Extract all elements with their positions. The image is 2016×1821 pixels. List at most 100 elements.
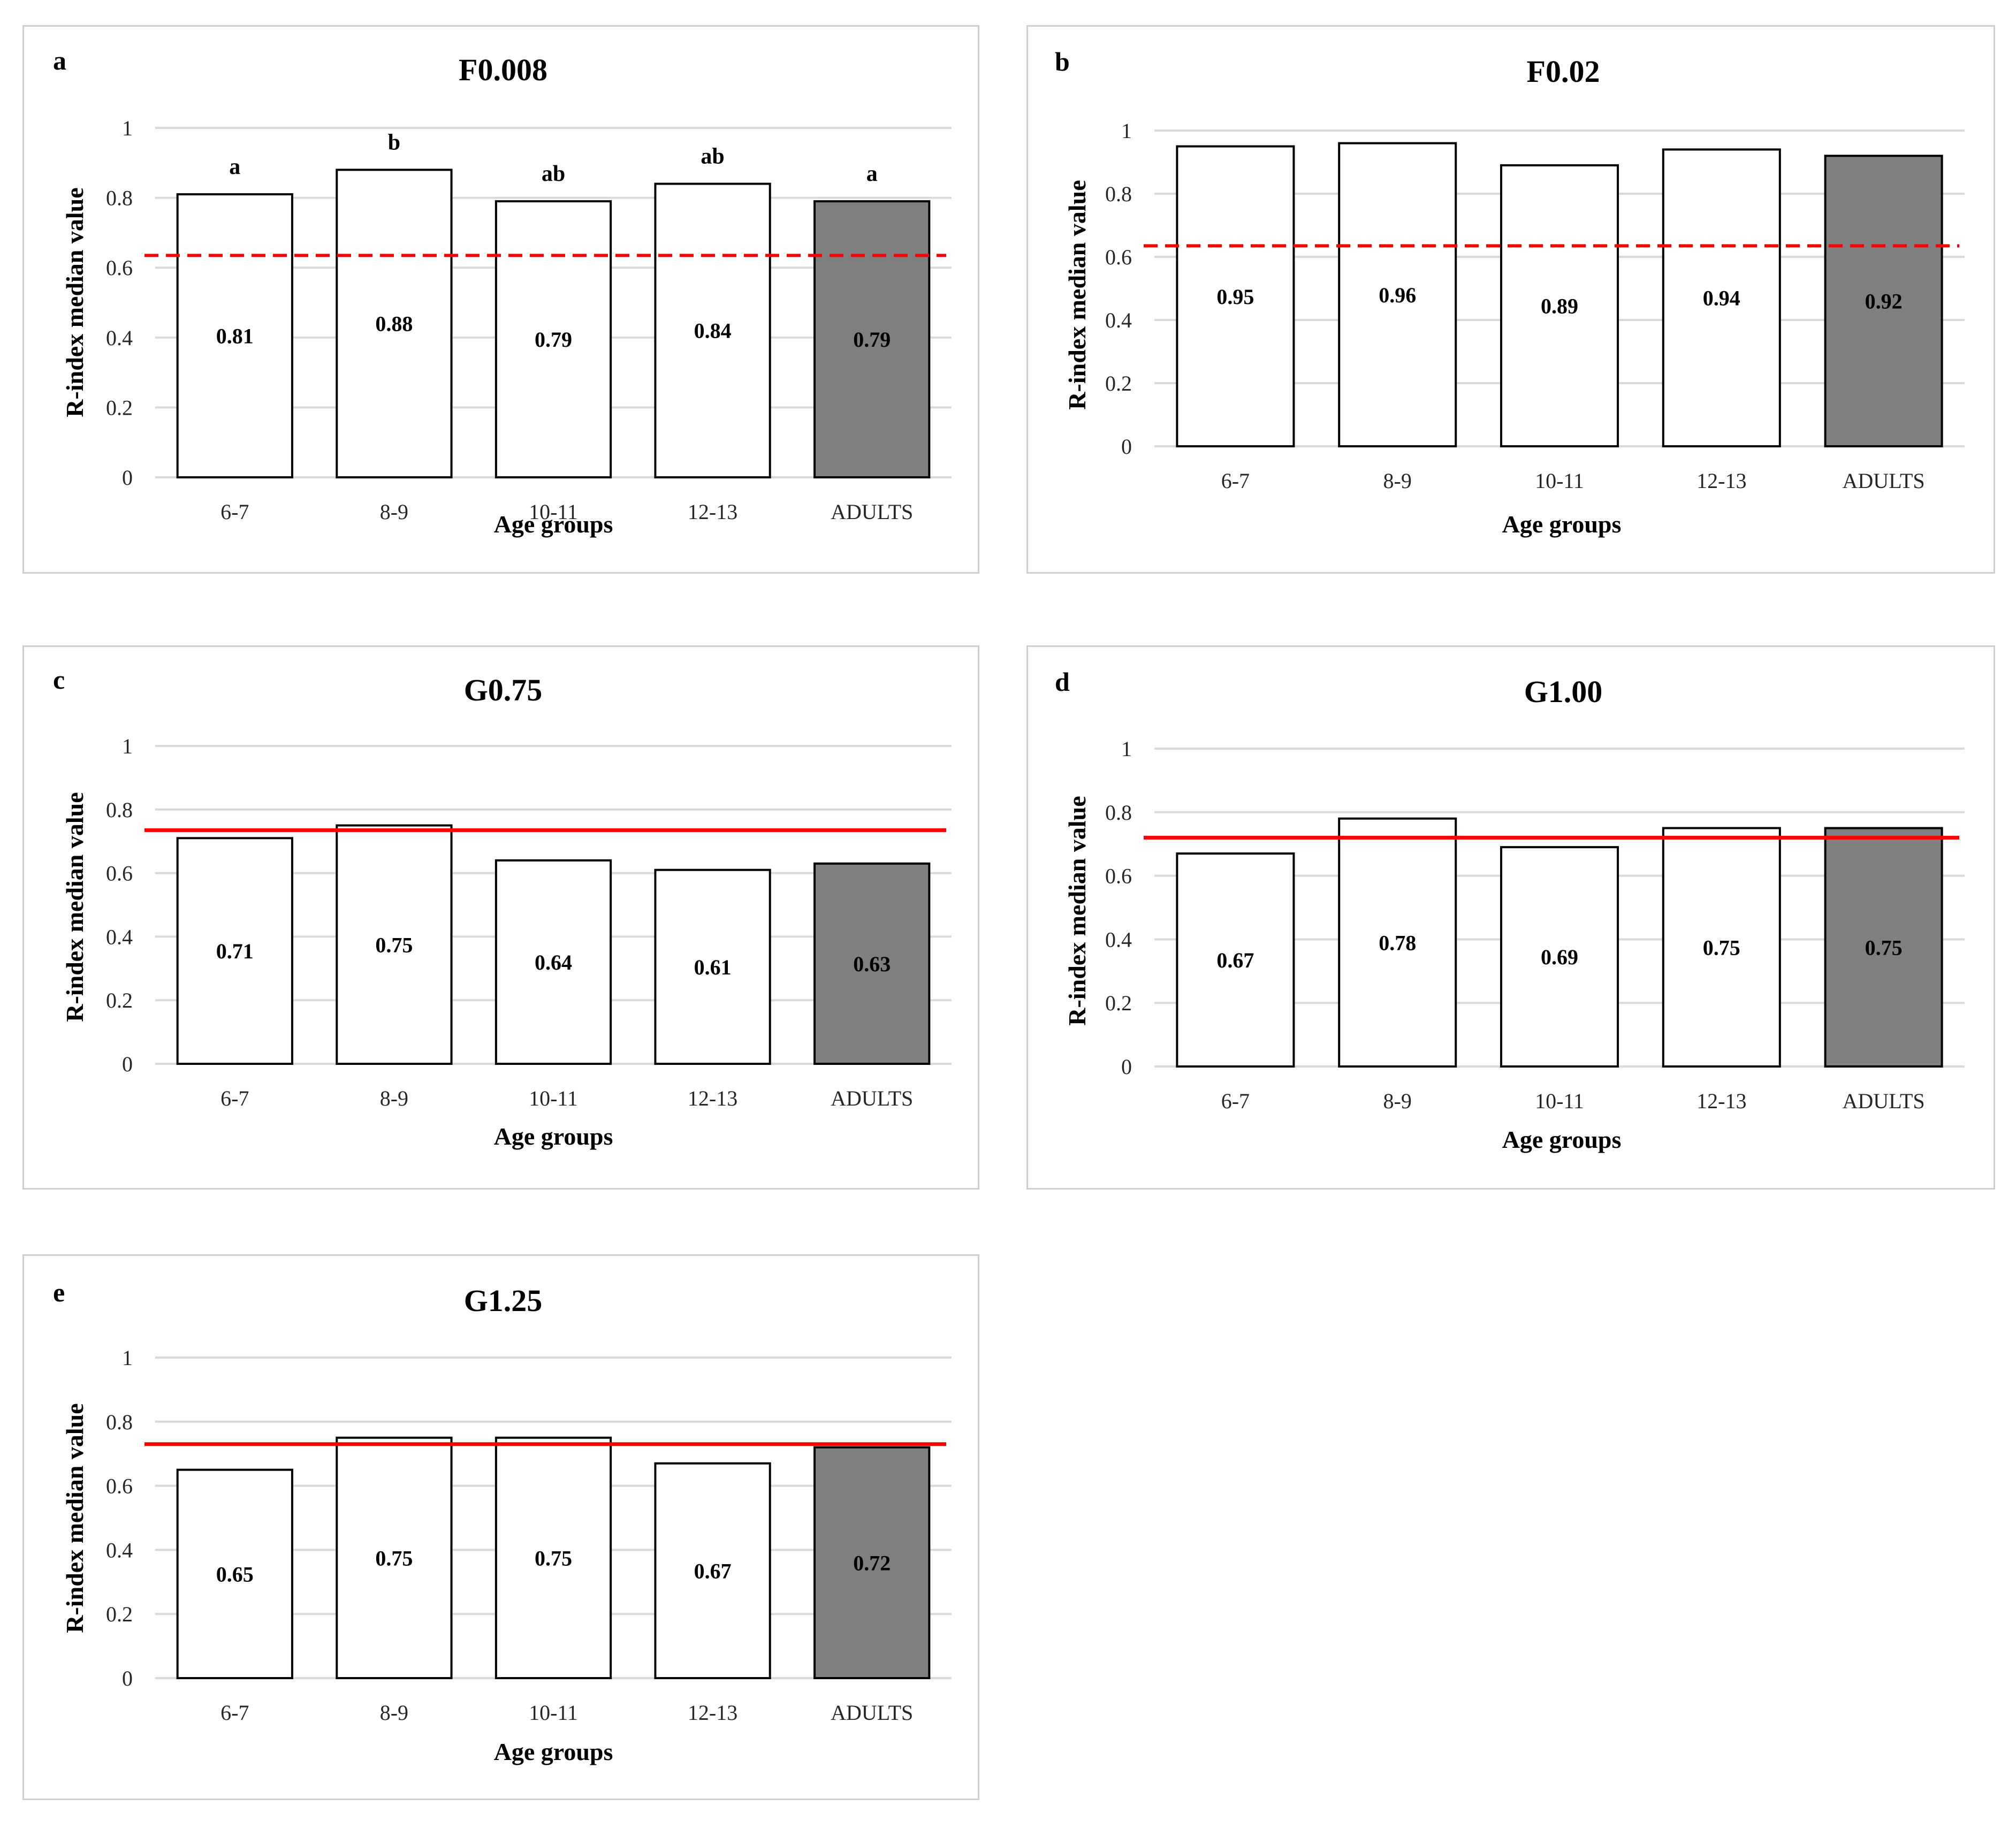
y-tick-labels-b: 0 0.2 0.4 0.6 0.8 1 [1105, 119, 1132, 459]
y-axis-title-c: R-index median value [61, 792, 88, 1022]
value-label-e-0: 0.65 [216, 1562, 254, 1586]
bar-b-8-9 [1338, 142, 1457, 448]
y-tick-label-e-3: 0.6 [106, 1474, 133, 1498]
bar-d-adults [1824, 827, 1943, 1068]
x-tick-label-a-4: ADULTS [831, 500, 913, 524]
bar-e-12-13 [654, 1462, 771, 1679]
value-label-d-1: 0.78 [1379, 931, 1416, 955]
x-tick-label-d-2: 10-11 [1535, 1089, 1584, 1113]
value-label-d-0: 0.67 [1216, 948, 1254, 972]
bar-c-10-11 [495, 859, 612, 1065]
y-tick-label-d-4: 0.8 [1105, 801, 1132, 825]
x-tick-label-b-4: ADULTS [1843, 469, 1925, 493]
bar-e-adults [813, 1446, 931, 1679]
x-tick-label-e-1: 8-9 [380, 1701, 408, 1725]
y-tick-label-a-4: 0.8 [106, 186, 133, 210]
y-tick-label-c-2: 0.4 [106, 925, 133, 949]
y-axis-title-a: R-index median value [61, 187, 88, 417]
y-tick-label-d-3: 0.6 [1105, 864, 1132, 888]
chart-title-e: G1.25 [464, 1283, 543, 1318]
bar-b-adults [1824, 155, 1943, 447]
y-tick-label-d-5: 1 [1121, 737, 1132, 761]
bars-e [176, 1436, 931, 1679]
significance-letter-a-1: b [388, 130, 400, 155]
value-label-a-4: 0.79 [853, 327, 891, 352]
value-label-b-1: 0.96 [1379, 283, 1416, 307]
y-tick-label-a-3: 0.6 [106, 256, 133, 280]
y-tick-label-e-5: 1 [122, 1346, 133, 1370]
x-tick-label-d-3: 12-13 [1697, 1089, 1746, 1113]
value-label-a-3: 0.84 [694, 319, 732, 343]
value-label-e-4: 0.72 [853, 1551, 891, 1575]
y-tick-label-b-5: 1 [1121, 119, 1132, 143]
x-tick-labels-c: 6-7 8-9 10-11 12-13 ADULTS [220, 1086, 913, 1110]
bars-c [176, 824, 931, 1065]
value-label-c-3: 0.61 [694, 955, 732, 979]
y-tick-label-e-4: 0.8 [106, 1410, 133, 1434]
value-labels-b: 0.95 0.96 0.89 0.94 0.92 [1216, 283, 1902, 318]
chart-svg-a: a F0.008 00.20.40.60.81 6-7 8-9 10-11 12-13… [53, 45, 952, 538]
y-tick-label-a-2: 0.4 [106, 326, 133, 350]
x-axis-title-e: Age groups [494, 1738, 613, 1765]
x-tick-label-c-4: ADULTS [831, 1086, 913, 1110]
value-label-e-3: 0.67 [694, 1559, 732, 1583]
y-tick-label-b-0: 0 [1121, 435, 1132, 459]
y-tick-label-d-1: 0.2 [1105, 991, 1132, 1015]
chart-panel-c: c G0.75 0 0.2 0.4 0.6 0.8 1 6-7 8-9 10-11 12-13 A… [22, 645, 979, 1190]
value-labels-c: 0.71 0.75 0.64 0.61 0.63 [216, 933, 891, 979]
x-tick-labels-a: 6-7 8-9 10-11 12-13 ADULTS [220, 500, 913, 524]
significance-letter-a-2: ab [542, 162, 565, 186]
y-tick-label-e-0: 0 [122, 1666, 133, 1690]
y-axis-title-b: R-index median value [1063, 180, 1091, 409]
bar-a-10-11 [495, 200, 612, 478]
y-tick-label-d-0: 0 [1121, 1055, 1132, 1079]
y-tick-label-e-2: 0.4 [106, 1538, 133, 1562]
x-tick-label-a-3: 12-13 [688, 500, 737, 524]
x-tick-label-e-2: 10-11 [529, 1701, 578, 1725]
chart-title-a: F0.008 [459, 52, 547, 87]
panel-letter-b: b [1055, 47, 1070, 77]
y-axis-title-e: R-index median value [61, 1403, 88, 1633]
bar-e-8-9 [336, 1436, 453, 1679]
y-tick-label-a-0: 0 [122, 466, 133, 490]
chart-svg-c: c G0.75 0 0.2 0.4 0.6 0.8 1 6-7 8-9 10-11 12-13 A… [53, 665, 952, 1150]
bar-e-6-7 [176, 1468, 293, 1679]
y-tick-labels-a: 0 0.2 0.4 0.6 0.8 1 [106, 116, 133, 490]
value-label-b-2: 0.89 [1541, 294, 1578, 318]
x-tick-label-c-2: 10-11 [529, 1086, 578, 1110]
bar-d-8-9 [1338, 817, 1457, 1068]
x-tick-label-a-2: 10-11 [529, 500, 578, 524]
y-axis-title-d: R-index median value [1063, 796, 1091, 1025]
bar-a-12-13 [654, 182, 771, 479]
x-tick-labels-d: 6-7 8-9 10-11 12-13 ADULTS [1221, 1089, 1925, 1113]
value-label-b-3: 0.94 [1703, 286, 1740, 310]
x-tick-label-b-0: 6-7 [1221, 469, 1250, 493]
x-tick-label-c-3: 12-13 [688, 1086, 737, 1110]
x-tick-label-b-1: 8-9 [1383, 469, 1412, 493]
y-tick-label-b-3: 0.6 [1105, 245, 1132, 269]
bar-a-adults [813, 200, 931, 478]
value-label-d-3: 0.75 [1703, 935, 1740, 959]
bars-a [176, 169, 931, 479]
bar-c-6-7 [176, 837, 293, 1065]
value-label-c-0: 0.71 [216, 939, 254, 963]
value-label-b-0: 0.95 [1216, 285, 1254, 309]
y-tick-label-c-1: 0.2 [106, 988, 133, 1012]
panel-letter-e: e [53, 1277, 65, 1307]
x-tick-labels-e: 6-7 8-9 10-11 12-13 ADULTS [220, 1701, 913, 1725]
value-label-a-2: 0.79 [535, 327, 572, 352]
y-tick-label-e-1: 0.2 [106, 1602, 133, 1626]
y-tick-label-a-1: 0.2 [106, 395, 133, 420]
y-tick-label-c-3: 0.6 [106, 862, 133, 886]
bar-b-12-13 [1662, 148, 1781, 447]
value-label-a-0: 0.81 [216, 324, 254, 348]
value-label-e-1: 0.75 [375, 1546, 413, 1570]
value-label-c-4: 0.63 [853, 952, 891, 976]
significance-letter-a-3: ab [701, 144, 724, 169]
y-tick-label-b-1: 0.2 [1105, 371, 1132, 395]
bar-c-8-9 [336, 824, 453, 1065]
bar-c-adults [813, 862, 931, 1065]
value-label-c-2: 0.64 [535, 950, 572, 974]
chart-panel-d: d G1.00 0 0.2 0.4 0.6 0.8 1 6-7 8-9 10-11 12-13 A… [1026, 645, 1995, 1190]
